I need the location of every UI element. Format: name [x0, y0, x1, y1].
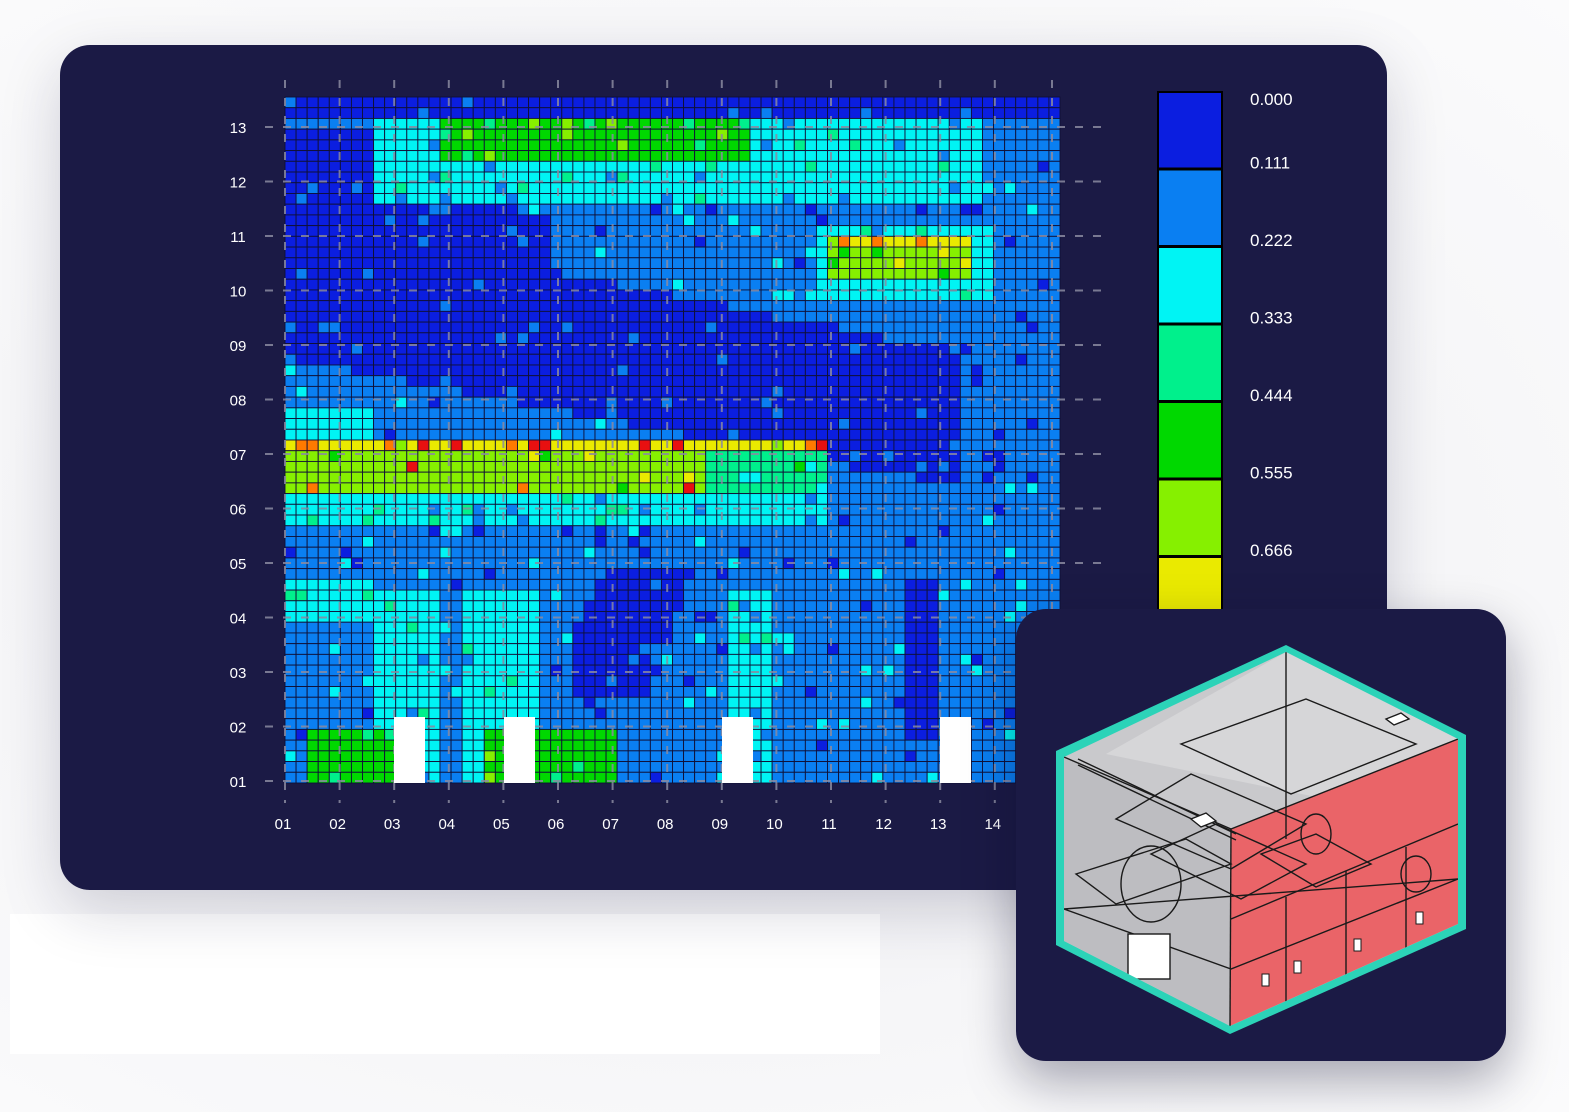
- y-tick-label: 02: [230, 720, 247, 737]
- model-card: [1016, 609, 1506, 1061]
- door-openings: [394, 717, 971, 783]
- 3d-building-model-icon: [1056, 645, 1466, 1034]
- y-tick-label: 12: [230, 175, 247, 192]
- x-tick-label: 06: [548, 816, 565, 833]
- x-axis-ticks: 01 02 03 04 05 06 07 08 09 10 11 12 13 14: [275, 816, 1001, 833]
- y-tick-label: 03: [230, 665, 247, 682]
- colorbar-segment: [1159, 403, 1221, 478]
- colorbar-label: 0.555: [1250, 464, 1293, 483]
- x-tick-label: 08: [657, 816, 674, 833]
- y-axis-ticks: 01 02 03 04 05 06 07 08 09 10 11 12 13: [230, 120, 247, 791]
- x-tick-label: 12: [875, 816, 892, 833]
- y-tick-label: 06: [230, 502, 247, 519]
- colorbar-segment: [1159, 480, 1221, 555]
- y-tick-label: 09: [230, 338, 247, 355]
- x-tick-label: 01: [275, 816, 292, 833]
- y-tick-label: 05: [230, 556, 247, 573]
- door-opening: [394, 717, 425, 783]
- y-tick-label: 07: [230, 447, 247, 464]
- colorbar-label: 0.000: [1250, 90, 1293, 109]
- x-tick-label: 05: [493, 816, 510, 833]
- x-tick-label: 03: [384, 816, 401, 833]
- door-opening: [504, 717, 535, 783]
- colorbar-segment: [1159, 325, 1221, 400]
- colorbar-label: 0.444: [1250, 386, 1293, 405]
- x-tick-label: 13: [930, 816, 947, 833]
- y-tick-label: 11: [230, 229, 246, 246]
- chart-gridlines: [265, 80, 1105, 803]
- colorbar-label: 0.111: [1250, 154, 1290, 173]
- y-tick-label: 10: [230, 284, 247, 301]
- y-tick-label: 13: [230, 120, 247, 137]
- x-tick-label: 09: [711, 816, 728, 833]
- colorbar-segment: [1159, 93, 1221, 168]
- colorbar-segment: [1159, 170, 1221, 245]
- colorbar: 0.000 0.111 0.222 0.333 0.444 0.555 0.666: [1157, 90, 1293, 633]
- door-opening: [722, 717, 753, 783]
- x-tick-label: 11: [821, 816, 837, 833]
- x-tick-label: 04: [438, 816, 455, 833]
- y-tick-label: 04: [230, 611, 247, 628]
- x-tick-label: 10: [766, 816, 783, 833]
- door-opening: [940, 717, 971, 783]
- heatmap-card: 01 02 03 04 05 06 07 08 09 10 11 12 13 01 02 03 04 05 06 0…: [60, 45, 1387, 890]
- x-tick-label: 14: [984, 816, 1001, 833]
- x-tick-label: 07: [602, 816, 619, 833]
- y-tick-label: 01: [230, 774, 247, 791]
- colorbar-label: 0.333: [1250, 309, 1293, 328]
- heatmap-cells: [284, 96, 1061, 784]
- caption-panel: [10, 914, 880, 1054]
- y-tick-label: 08: [230, 393, 247, 410]
- x-tick-label: 02: [329, 816, 346, 833]
- colorbar-segment: [1159, 248, 1221, 323]
- colorbar-label: 0.222: [1250, 231, 1293, 250]
- colorbar-label: 0.666: [1250, 541, 1293, 560]
